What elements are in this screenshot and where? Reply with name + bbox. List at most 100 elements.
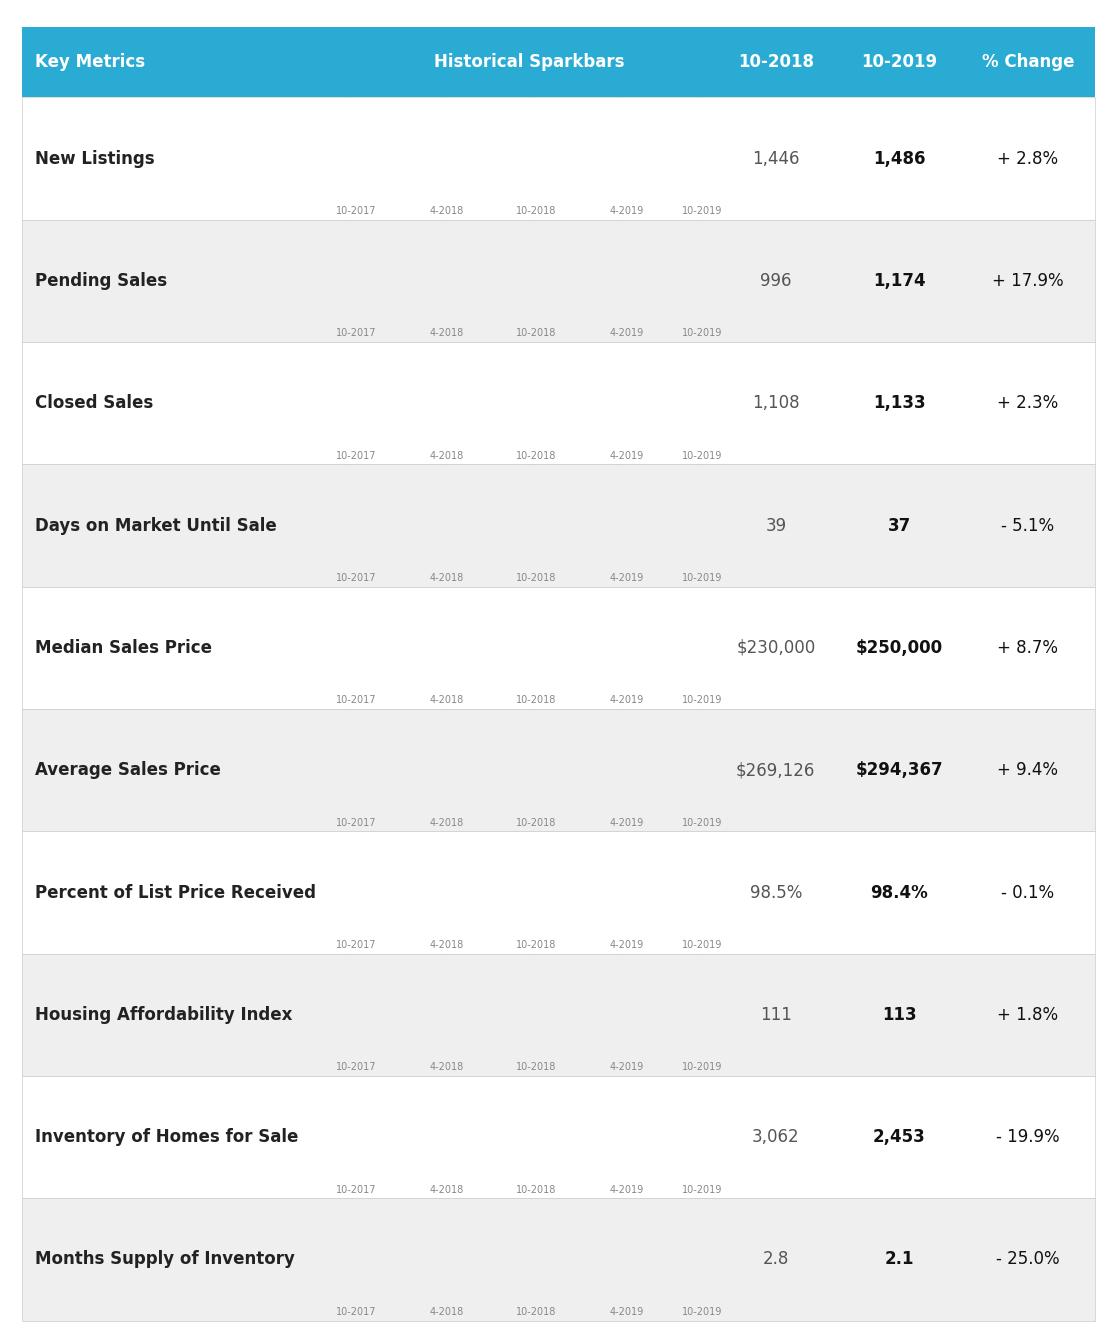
Bar <box>396 980 407 1049</box>
Text: $250,000: $250,000 <box>856 639 942 656</box>
Bar <box>471 511 482 560</box>
Text: Historical Sparkbars: Historical Sparkbars <box>434 53 624 71</box>
Bar <box>561 990 572 1049</box>
Bar <box>592 256 602 315</box>
Bar <box>561 279 572 315</box>
Bar <box>486 999 497 1049</box>
Bar <box>501 628 512 682</box>
Text: 10-2018: 10-2018 <box>517 574 556 583</box>
Bar <box>531 755 542 804</box>
Bar <box>441 992 451 1049</box>
Text: 4-2018: 4-2018 <box>429 1185 463 1195</box>
Bar <box>606 860 617 927</box>
Bar <box>426 988 437 1049</box>
Bar <box>637 370 647 438</box>
Text: 10-2017: 10-2017 <box>335 1307 376 1317</box>
Bar <box>486 371 497 438</box>
Bar <box>667 523 678 560</box>
Text: 10-2019: 10-2019 <box>682 574 722 583</box>
Text: 10-2019: 10-2019 <box>682 1185 722 1195</box>
Bar <box>576 872 587 927</box>
Text: 1,133: 1,133 <box>873 395 926 412</box>
Text: 10-2019: 10-2019 <box>682 1307 722 1317</box>
Bar <box>456 507 467 560</box>
Bar <box>561 125 572 193</box>
Bar <box>456 253 467 315</box>
Bar <box>380 1101 392 1171</box>
Bar <box>681 611 692 682</box>
Text: 4-2019: 4-2019 <box>609 574 644 583</box>
Bar <box>351 884 362 927</box>
Text: + 2.8%: + 2.8% <box>998 149 1058 168</box>
Bar <box>531 392 542 438</box>
Bar <box>561 396 572 438</box>
Bar <box>651 1133 662 1171</box>
Bar <box>622 507 633 560</box>
Bar <box>622 740 633 804</box>
Bar <box>501 994 512 1049</box>
Text: 37: 37 <box>887 516 910 535</box>
Bar <box>637 855 647 927</box>
Text: Housing Affordability Index: Housing Affordability Index <box>35 1006 293 1023</box>
Bar <box>546 395 557 438</box>
Text: 4-2018: 4-2018 <box>429 574 463 583</box>
Bar <box>366 139 376 193</box>
Text: 1,108: 1,108 <box>752 395 800 412</box>
Bar <box>486 1111 497 1171</box>
Bar <box>667 128 678 193</box>
Bar <box>697 382 708 438</box>
Bar <box>441 1107 451 1171</box>
Text: 1,486: 1,486 <box>873 149 926 168</box>
Bar <box>637 247 647 315</box>
Text: 4-2019: 4-2019 <box>609 328 644 339</box>
Bar <box>501 1113 512 1171</box>
Bar <box>637 1131 647 1171</box>
Bar <box>592 627 602 682</box>
Bar <box>410 880 421 927</box>
Text: + 1.8%: + 1.8% <box>998 1006 1058 1023</box>
Text: Closed Sales: Closed Sales <box>35 395 154 412</box>
Bar <box>396 884 407 927</box>
Bar <box>517 1246 526 1294</box>
Bar <box>637 125 647 193</box>
Bar <box>396 136 407 193</box>
Bar <box>546 1118 557 1171</box>
Bar <box>501 376 512 438</box>
Bar <box>606 622 617 682</box>
Bar <box>380 159 392 193</box>
Text: Pending Sales: Pending Sales <box>35 272 167 289</box>
Bar <box>651 854 662 927</box>
Bar <box>667 1135 678 1171</box>
Bar <box>622 1263 633 1294</box>
Bar <box>651 1270 662 1294</box>
Bar <box>681 734 692 804</box>
Bar <box>667 610 678 682</box>
Bar <box>441 760 451 804</box>
Bar <box>486 125 497 193</box>
Bar <box>396 646 407 682</box>
Bar <box>546 759 557 804</box>
Text: 10-2017: 10-2017 <box>335 695 376 706</box>
Bar <box>351 978 362 1049</box>
Bar <box>441 1229 451 1294</box>
Bar <box>651 251 662 315</box>
Bar <box>592 376 602 438</box>
Bar <box>471 634 482 682</box>
Bar <box>651 612 662 682</box>
Bar <box>681 859 692 927</box>
Bar <box>471 120 482 193</box>
Bar <box>531 143 542 193</box>
Bar <box>592 750 602 804</box>
Bar <box>486 1239 497 1294</box>
Bar <box>606 247 617 315</box>
Bar <box>681 263 692 315</box>
Text: 39: 39 <box>765 516 786 535</box>
Bar <box>441 636 451 682</box>
Bar <box>546 139 557 193</box>
Bar <box>517 137 526 193</box>
Bar <box>681 1274 692 1294</box>
Text: 10-2018: 10-2018 <box>517 1062 556 1073</box>
Bar <box>622 366 633 438</box>
Bar <box>351 399 362 438</box>
Bar <box>546 872 557 927</box>
